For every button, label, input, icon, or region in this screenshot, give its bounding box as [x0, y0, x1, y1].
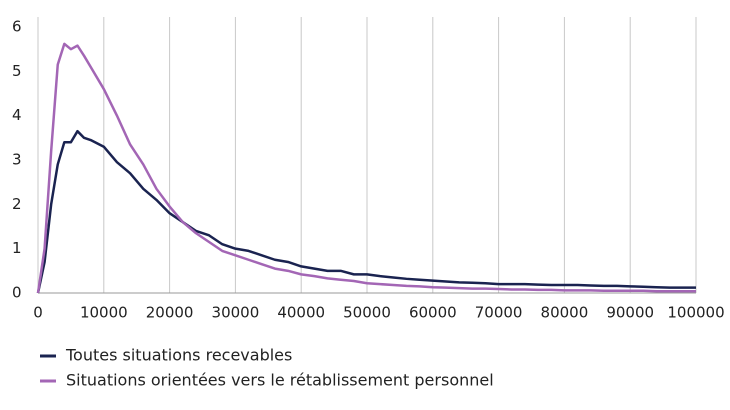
x-tick-label: 50000: [343, 304, 391, 322]
y-tick-label: 5: [12, 62, 22, 80]
y-tick-label: 2: [12, 195, 22, 213]
y-tick-label: 6: [12, 18, 22, 36]
x-tick-label: 70000: [475, 304, 523, 322]
x-tick-label: 20000: [146, 304, 194, 322]
x-tick-label: 30000: [212, 304, 260, 322]
series-line: [36, 129, 696, 294]
y-tick-label: 3: [12, 151, 22, 169]
x-tick-label: 60000: [409, 304, 457, 322]
series-line: [36, 42, 696, 294]
y-tick-label: 1: [12, 239, 22, 257]
x-tick-label: 40000: [277, 304, 325, 322]
x-tick-label: 80000: [541, 304, 589, 322]
x-tick-label: 100000: [667, 304, 724, 322]
y-tick-label: 0: [12, 284, 22, 302]
x-tick-label: 0: [33, 304, 43, 322]
x-tick-label: 10000: [80, 304, 128, 322]
legend-label: Toutes situations recevables: [65, 346, 292, 365]
y-tick-label: 4: [12, 106, 22, 124]
x-tick-label: 90000: [606, 304, 654, 322]
legend-label: Situations orientées vers le rétablissem…: [66, 371, 494, 390]
